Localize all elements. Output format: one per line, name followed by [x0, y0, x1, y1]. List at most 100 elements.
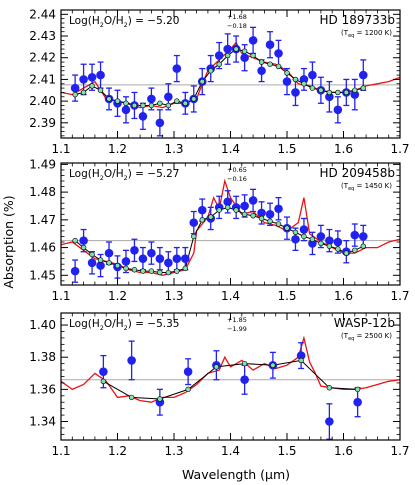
- binned-model-point: [335, 246, 341, 252]
- binned-model-point: [301, 233, 307, 240]
- binned-model-point: [165, 102, 172, 109]
- abundance-annotation: Log(H2O/H2) = −5.27: [69, 168, 179, 182]
- abundance-error-minus: −1.99: [227, 325, 247, 333]
- data-point: [291, 88, 300, 97]
- plot-area: [61, 26, 400, 137]
- y-tick-label: 1.49: [29, 157, 56, 171]
- binned-model-point: [301, 81, 307, 87]
- equilibrium-temperature: (Teq = 2500 K): [341, 332, 392, 342]
- binned-model-point: [131, 102, 138, 109]
- x-tick-label: 1.6: [334, 142, 353, 156]
- x-tick-label: 1.7: [390, 444, 409, 458]
- equilibrium-temperature: (Teq = 1200 K): [341, 29, 392, 39]
- binned-model-point: [157, 269, 163, 276]
- data-point: [282, 77, 292, 86]
- abundance-subscript: 2: [124, 174, 128, 182]
- binned-model-point: [275, 63, 282, 70]
- data-point: [130, 246, 139, 255]
- binned-model-point: [123, 100, 129, 106]
- planet-name: HD 189733b: [319, 13, 395, 27]
- abundance-annotation: Log(H2O/H2) = −5.20: [69, 15, 179, 29]
- y-tick-label: 2.40: [29, 94, 56, 108]
- data-point: [333, 237, 343, 247]
- data-point: [99, 367, 108, 376]
- data-point: [265, 40, 275, 50]
- binned-model-point: [106, 96, 112, 102]
- data-point: [164, 258, 173, 268]
- abundance-mid: O/H: [104, 15, 124, 27]
- data-point: [155, 254, 165, 263]
- y-tick-label: 2.42: [29, 51, 56, 65]
- binned-model-point: [267, 61, 273, 67]
- binned-model-point: [97, 87, 104, 93]
- data-point: [147, 248, 156, 258]
- binned-model-point: [284, 225, 290, 231]
- abundance-value: ) = −5.27: [128, 168, 180, 180]
- binned-model-point: [318, 240, 324, 247]
- data-point: [172, 64, 182, 73]
- data-point: [240, 201, 249, 211]
- data-point: [299, 225, 309, 234]
- abundance-value: ) = −5.35: [128, 318, 180, 330]
- binned-model-point: [114, 98, 121, 104]
- binned-model-point: [165, 269, 172, 276]
- data-point: [350, 90, 360, 99]
- binned-model-point: [352, 87, 358, 93]
- data-point: [104, 248, 114, 258]
- y-tick-label: 1.40: [29, 318, 56, 332]
- abundance-prefix: Log(H: [69, 318, 100, 330]
- abundance-error-plus: +1.68: [227, 13, 247, 21]
- data-point: [87, 72, 97, 82]
- data-point: [164, 92, 173, 102]
- x-tick-label: 1.2: [108, 289, 127, 303]
- abundance-prefix: Log(H: [69, 15, 100, 27]
- binned-model-point: [199, 78, 205, 85]
- data-point: [172, 254, 182, 263]
- abundance-mid: O/H: [104, 168, 124, 180]
- data-point: [197, 205, 207, 215]
- binned-model-point: [174, 98, 180, 104]
- binned-model-point: [309, 236, 316, 242]
- plot-area: [61, 178, 400, 283]
- abundance-error-plus: +1.85: [227, 316, 247, 324]
- y-tick-label: 1.36: [29, 382, 56, 396]
- data-point: [70, 266, 80, 276]
- y-tick-label: 1.45: [29, 268, 56, 282]
- data-point: [308, 239, 317, 248]
- data-point: [223, 44, 232, 54]
- x-tick-label: 1.2: [108, 142, 127, 156]
- binned-model-point: [292, 76, 299, 83]
- x-tick-label: 1.1: [51, 444, 70, 458]
- data-point: [299, 75, 309, 84]
- teq-open: (T: [341, 29, 349, 37]
- y-tick-label: 1.48: [29, 185, 56, 199]
- binned-model-point: [224, 52, 231, 59]
- teq-value: = 1200 K): [354, 29, 392, 37]
- x-tick-label: 1.2: [108, 444, 127, 458]
- binned-model-point: [241, 48, 248, 54]
- data-point: [87, 258, 97, 268]
- equilibrium-temperature: (Teq = 1450 K): [341, 182, 392, 192]
- binned-model-point: [292, 229, 299, 236]
- binned-model-point: [360, 85, 366, 91]
- binned-model-point: [72, 237, 78, 244]
- x-tick-label: 1.1: [51, 289, 70, 303]
- binned-model-point: [174, 268, 180, 274]
- data-point: [189, 218, 199, 227]
- data-point: [96, 261, 105, 270]
- binned-model-point: [100, 378, 107, 385]
- binned-model-point: [216, 61, 222, 67]
- data-point: [316, 232, 326, 241]
- data-point: [274, 49, 283, 58]
- x-tick-label: 1.5: [277, 142, 296, 156]
- data-point: [147, 94, 156, 104]
- y-tick-label: 1.38: [29, 350, 56, 364]
- binned-model-point: [343, 89, 350, 96]
- data-point: [240, 53, 249, 63]
- binned-model-point: [352, 247, 358, 254]
- binned-model-point: [233, 46, 239, 52]
- abundance-subscript: 2: [124, 21, 128, 29]
- binned-model-point: [354, 386, 361, 393]
- teq-value: = 1450 K): [354, 182, 392, 190]
- x-tick-label: 1.5: [277, 289, 296, 303]
